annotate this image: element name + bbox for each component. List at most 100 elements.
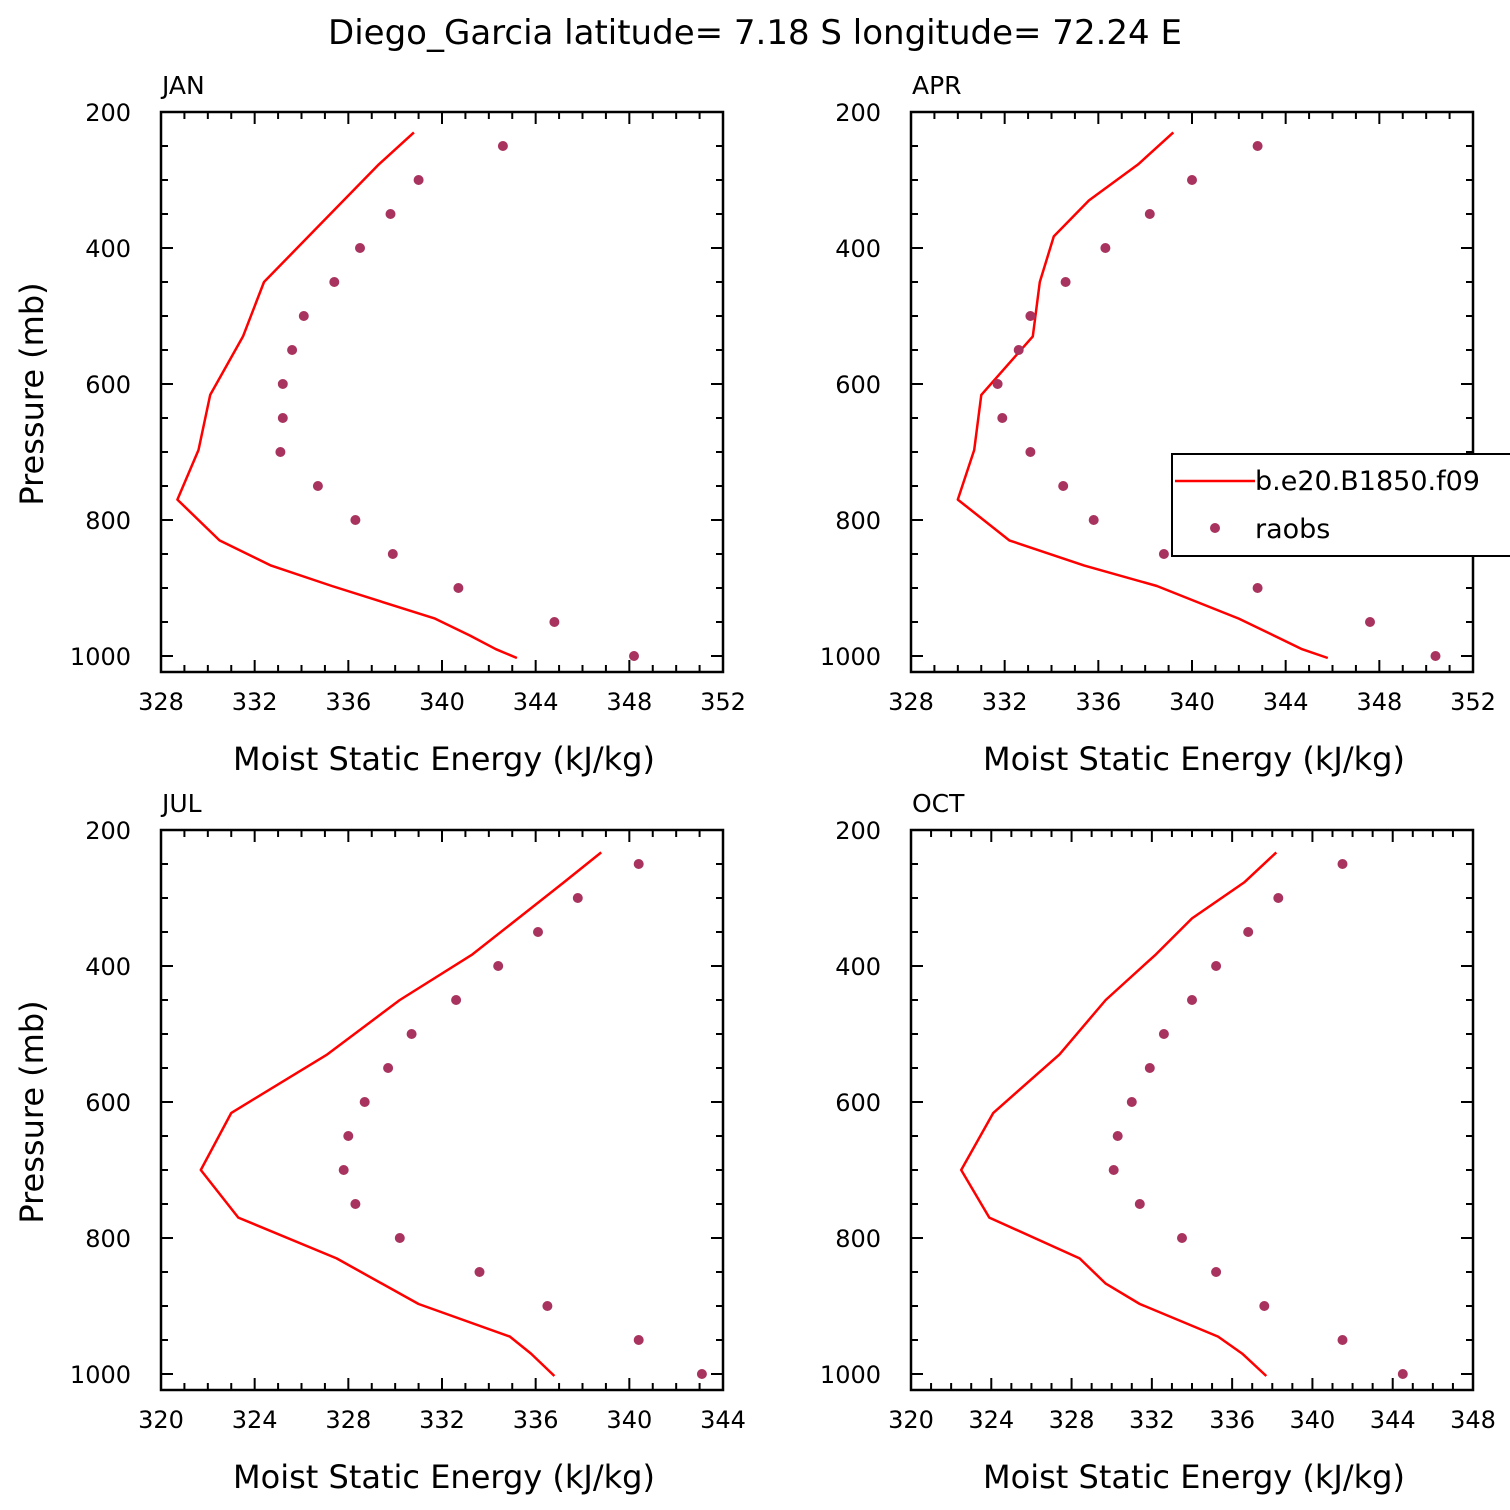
data-point-raobs <box>406 1029 417 1039</box>
y-tick-label: 200 <box>835 99 881 127</box>
data-point-raobs <box>355 243 365 253</box>
data-point-raobs <box>1088 515 1099 525</box>
data-point-raobs <box>997 413 1008 423</box>
legend: b.e20.B1850.f09 raobs <box>1171 453 1510 557</box>
panel-title: JAN <box>160 71 205 100</box>
plot-area <box>956 131 1441 661</box>
data-point-raobs <box>1252 583 1263 593</box>
data-point-raobs <box>542 1301 553 1311</box>
series-line-model <box>176 131 518 660</box>
data-point-raobs <box>277 379 288 389</box>
data-point-raobs <box>1177 1233 1187 1243</box>
plot-area <box>176 131 639 661</box>
y-tick-label: 800 <box>835 507 881 535</box>
data-point-raobs <box>413 175 424 185</box>
data-point-raobs <box>1060 277 1071 287</box>
data-point-raobs <box>1158 549 1169 559</box>
x-tick-label: 336 <box>1075 688 1121 716</box>
x-tick-label: 324 <box>968 1406 1014 1434</box>
data-point-raobs <box>287 345 298 355</box>
x-tick-label: 320 <box>888 1406 934 1434</box>
x-tick-label: 352 <box>700 688 746 716</box>
data-point-raobs <box>629 651 639 661</box>
x-tick-label: 344 <box>513 688 559 716</box>
plot-frame <box>909 110 1475 674</box>
data-point-raobs <box>343 1131 354 1141</box>
y-tick-label: 200 <box>835 817 881 845</box>
data-point-raobs <box>1187 175 1197 185</box>
data-point-raobs <box>497 141 508 151</box>
data-point-raobs <box>696 1369 707 1379</box>
y-tick-label: 800 <box>85 1225 131 1253</box>
data-point-raobs <box>338 1165 349 1175</box>
x-tick-label: 348 <box>606 688 652 716</box>
y-tick-label: 1000 <box>820 1361 881 1389</box>
data-point-raobs <box>1144 1063 1155 1073</box>
plot-area <box>959 851 1408 1379</box>
data-point-raobs <box>633 859 644 869</box>
data-point-raobs <box>493 961 504 971</box>
x-tick-label: 336 <box>1209 1406 1255 1434</box>
data-point-raobs <box>387 549 398 559</box>
series-line-model <box>199 851 602 1377</box>
data-point-raobs <box>1058 481 1069 491</box>
data-point-raobs <box>1430 651 1441 661</box>
x-tick-label: 328 <box>888 688 934 716</box>
x-tick-label: 332 <box>419 1406 465 1434</box>
plot-frame <box>159 110 725 674</box>
x-tick-label: 340 <box>419 688 465 716</box>
y-tick-label: 1000 <box>70 643 131 671</box>
x-tick-label: 332 <box>1129 1406 1175 1434</box>
data-point-raobs <box>1365 617 1375 627</box>
legend-label-raobs: raobs <box>1255 514 1330 545</box>
data-point-raobs <box>383 1063 394 1073</box>
data-point-raobs <box>572 893 583 903</box>
x-tick-label: 328 <box>1049 1406 1095 1434</box>
legend-box <box>1171 453 1510 557</box>
data-point-raobs <box>451 995 462 1005</box>
x-tick-label: 348 <box>1356 688 1402 716</box>
y-tick-label: 800 <box>85 507 131 535</box>
y-tick-label: 1000 <box>70 1361 131 1389</box>
data-point-raobs <box>1211 1267 1222 1277</box>
data-point-raobs <box>1025 447 1036 457</box>
x-tick-label: 320 <box>138 1406 184 1434</box>
y-tick-label: 400 <box>85 953 131 981</box>
data-point-raobs <box>1259 1301 1270 1311</box>
x-tick-label: 340 <box>1169 688 1215 716</box>
x-tick-label: 336 <box>513 1406 559 1434</box>
figure-title: Diego_Garcia latitude= 7.18 S longitude=… <box>328 13 1182 53</box>
data-point-raobs <box>1337 1335 1348 1345</box>
y-axis-label: Pressure (mb) <box>13 282 51 505</box>
data-point-raobs <box>298 311 309 321</box>
data-point-raobs <box>1112 1131 1123 1141</box>
data-point-raobs <box>312 481 323 491</box>
y-tick-label: 400 <box>85 235 131 263</box>
data-point-raobs <box>394 1233 405 1243</box>
data-point-raobs <box>1158 1029 1169 1039</box>
x-tick-label: 336 <box>325 688 371 716</box>
x-tick-label: 344 <box>1263 688 1309 716</box>
x-tick-label: 348 <box>1450 1406 1496 1434</box>
y-tick-label: 400 <box>835 235 881 263</box>
data-point-raobs <box>549 617 560 627</box>
y-tick-label: 400 <box>835 953 881 981</box>
data-point-raobs <box>359 1097 370 1107</box>
panel-jul: 320 324 328 332 336 340 344 200 400 600 800 1000 JUL… <box>13 789 746 1496</box>
data-point-raobs <box>1108 1165 1119 1175</box>
data-point-raobs <box>1144 209 1155 219</box>
data-point-raobs <box>1252 141 1263 151</box>
data-point-raobs <box>329 277 340 287</box>
y-tick-label: 200 <box>85 817 131 845</box>
x-tick-label: 328 <box>138 688 184 716</box>
data-point-raobs <box>385 209 396 219</box>
data-point-raobs <box>1273 893 1284 903</box>
data-point-raobs <box>633 1335 644 1345</box>
x-tick-label: 332 <box>232 688 278 716</box>
x-tick-label: 344 <box>1370 1406 1416 1434</box>
panel-title: JUL <box>160 789 202 818</box>
x-axis-label: Moist Static Energy (kJ/kg) <box>983 1458 1405 1496</box>
panel-title: OCT <box>912 789 965 818</box>
data-point-raobs <box>277 413 288 423</box>
